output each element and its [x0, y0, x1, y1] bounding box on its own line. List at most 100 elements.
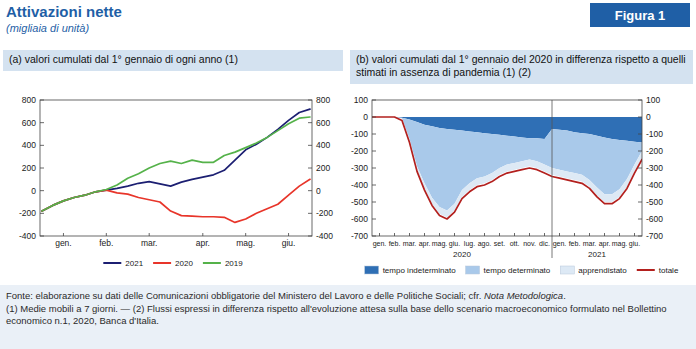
y-label: 0 [31, 186, 36, 196]
plot-frame [40, 100, 312, 236]
x-tick [619, 233, 620, 236]
legend: tempo indeterminato tempo determinato appr… [365, 266, 679, 275]
x-label: gen. [55, 238, 72, 248]
x-tick [484, 233, 485, 236]
legend-item: totale [637, 266, 679, 275]
x-tick [394, 233, 395, 236]
x-label: feb. [569, 240, 581, 247]
x-label: feb. [389, 240, 401, 247]
y-tick [372, 134, 376, 135]
y-label: -400 [19, 231, 36, 241]
legend: 2021 2020 2019 [103, 259, 243, 268]
plot-bg [40, 100, 312, 236]
x-tick [288, 233, 289, 236]
legend-label: 2019 [225, 259, 243, 268]
x-tick [63, 233, 64, 236]
y-tick-right [638, 185, 642, 186]
y-label: -400 [351, 180, 368, 190]
x-label: apr. [196, 238, 210, 248]
x-tick [574, 233, 575, 236]
legend-label: tempo indeterminato [383, 266, 456, 275]
y-tick-right [638, 117, 642, 118]
y-label: 0 [363, 112, 368, 122]
y-label-right: -700 [646, 231, 663, 241]
area [372, 117, 642, 217]
y-label-right: -200 [646, 146, 663, 156]
footer: Fonte: elaborazione su dati delle Comuni… [0, 285, 696, 349]
x-label: mag. [432, 240, 448, 248]
legend-swatch [466, 266, 480, 274]
legend-item: tempo indeterminato [365, 266, 456, 275]
y-tick-right [638, 202, 642, 203]
figure: Attivazioni nette(migliaia di unità)Figu… [0, 0, 696, 284]
legend-label: totale [659, 266, 679, 275]
y-tick-right [308, 236, 312, 237]
y-tick-right [638, 100, 642, 101]
panel-header [350, 50, 693, 84]
y-label-right: -200 [316, 208, 333, 218]
y-label-right: 100 [646, 95, 660, 105]
x-tick [454, 233, 455, 236]
x-label: giu. [449, 240, 460, 248]
legend-swatch [203, 262, 221, 264]
y-label-right: 400 [316, 140, 330, 150]
x-label: feb. [99, 238, 113, 248]
y-label-right: -600 [646, 214, 663, 224]
x-tick [439, 233, 440, 236]
y-label-right: -400 [646, 180, 663, 190]
y-label: -200 [19, 208, 36, 218]
line [42, 117, 310, 211]
year-separator [552, 100, 553, 258]
legend-item: tempo determinato [466, 266, 551, 275]
y-tick [40, 100, 44, 101]
y-label-right: -300 [646, 163, 663, 173]
x-tick [469, 233, 470, 236]
y-tick-right [308, 190, 312, 191]
legend-item: 2020 [153, 259, 193, 268]
panel-header [3, 50, 343, 71]
legend-item: 2021 [103, 259, 143, 268]
y-tick [40, 145, 44, 146]
x-tick [245, 233, 246, 236]
annotation: 2021 [588, 250, 606, 259]
y-label: 200 [22, 163, 36, 173]
title-line: (b) valori cumulati dal 1° gennaio del 2… [356, 53, 689, 65]
title-line: (a) valori cumulati dal 1° gennaio di og… [9, 53, 238, 65]
x-tick [202, 233, 203, 236]
y-tick-right [638, 134, 642, 135]
x-label: giu. [629, 240, 640, 248]
notes: (1) Medie mobili a 7 giorni. — (2) Fluss… [6, 303, 690, 327]
y-tick-right [308, 145, 312, 146]
y-label: -100 [351, 129, 368, 139]
y-tick-right [638, 151, 642, 152]
y-tick [372, 219, 376, 220]
legend-item: apprendistato [560, 266, 627, 275]
y-label: -500 [351, 197, 368, 207]
legend-swatch [365, 266, 379, 274]
y-tick [40, 213, 44, 214]
y-label: -600 [351, 214, 368, 224]
x-tick [409, 233, 410, 236]
panel-title: (b) valori cumulati dal 1° gennaio del 2… [356, 53, 689, 78]
y-tick [372, 100, 376, 101]
y-label-right: 0 [316, 186, 321, 196]
y-tick [40, 236, 44, 237]
source-text: Fonte: elaborazione su dati delle Comuni… [6, 290, 484, 301]
y-label: -300 [351, 163, 368, 173]
series-group [372, 117, 642, 219]
x-tick [499, 233, 500, 236]
y-tick [372, 185, 376, 186]
y-tick-right [308, 122, 312, 123]
source-ref: Nota Metodologica [484, 290, 563, 301]
line [42, 109, 310, 211]
title-line: stimati in assenza di pandemia (1) (2) [356, 66, 531, 78]
y-label: 600 [22, 118, 36, 128]
y-tick [372, 236, 376, 237]
y-tick [40, 190, 44, 191]
y-tick [40, 168, 44, 169]
x-label: giu. [282, 238, 296, 248]
x-label: nov. [523, 240, 536, 247]
y-label-right: -500 [646, 197, 663, 207]
legend-label: apprendistato [578, 266, 627, 275]
series-group [42, 109, 310, 222]
